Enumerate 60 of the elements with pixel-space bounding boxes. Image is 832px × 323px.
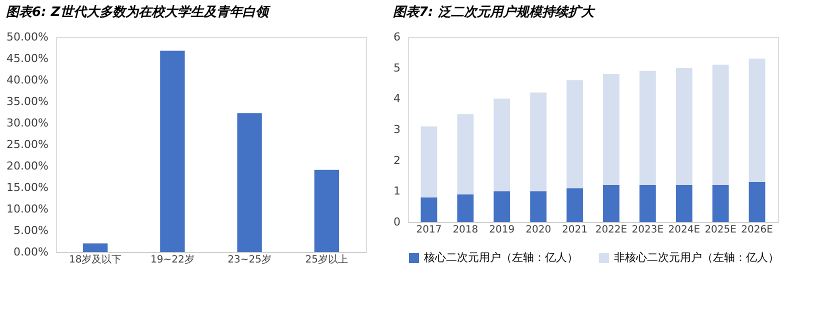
legend-label: 核心二次元用户（左轴：亿人）: [423, 251, 578, 264]
bar: [314, 170, 340, 252]
x-tick-label: 2019: [489, 224, 515, 236]
y-tick-label: 4: [394, 92, 400, 106]
x-tick-label: 23~25岁: [228, 254, 272, 266]
y-tick-label: 45.00%: [6, 52, 48, 65]
x-tick-label: 18岁及以下: [68, 254, 122, 266]
bar: [420, 126, 438, 198]
bar: [748, 58, 766, 182]
bar: [160, 50, 185, 252]
x-tick-label: 2024E: [668, 224, 700, 236]
y-tick-label: 0: [394, 216, 400, 228]
bar: [530, 92, 547, 192]
chart-title: 图表7: 泛二次元用户规模持续扩大: [393, 4, 596, 20]
bar: [712, 64, 729, 185]
y-tick-label: 50.00%: [6, 30, 48, 44]
y-tick-label: 30.00%: [6, 116, 48, 130]
bar: [676, 68, 692, 185]
bar: [494, 98, 510, 192]
bar: [457, 194, 474, 222]
y-tick-label: 40.00%: [6, 74, 48, 86]
bar: [530, 191, 547, 222]
y-tick-label: 25.00%: [6, 138, 48, 151]
legend-label: 非核心二次元用户（左轴：亿人）: [614, 251, 779, 264]
x-tick-label: 2026E: [741, 224, 773, 236]
bar: [566, 80, 583, 188]
y-tick-label: 15.00%: [6, 181, 48, 194]
bar: [237, 113, 262, 252]
bar: [82, 243, 108, 252]
bar: [639, 185, 656, 222]
y-tick-label: 2: [394, 154, 400, 167]
bar: [603, 74, 620, 185]
bar: [420, 197, 438, 222]
y-tick-label: 6: [394, 30, 400, 44]
y-tick-label: 5: [394, 61, 400, 74]
y-tick-label: 0.00%: [14, 246, 48, 258]
x-tick-label: 2017: [416, 224, 442, 236]
bar: [603, 185, 620, 222]
bar: [457, 114, 474, 194]
x-tick-label: 19~22岁: [150, 254, 194, 266]
x-tick-label: 2023E: [632, 224, 664, 236]
x-tick-label: 2018: [452, 224, 478, 236]
bar: [676, 185, 692, 222]
bar: [639, 70, 656, 185]
bar: [494, 191, 510, 222]
x-tick-label: 2020: [526, 224, 552, 236]
bar: [566, 188, 583, 222]
x-tick-label: 2025E: [704, 224, 736, 236]
x-tick-label: 2022E: [595, 224, 628, 236]
y-tick-label: 35.00%: [6, 95, 48, 108]
chart-title: 图表6: Z世代大多数为在校大学生及青年白领: [6, 4, 272, 20]
x-tick-label: 25岁以上: [305, 254, 348, 266]
bar: [712, 185, 729, 222]
y-tick-label: 1: [394, 184, 400, 198]
y-tick-label: 20.00%: [6, 160, 48, 172]
y-tick-label: 3: [394, 123, 400, 136]
y-tick-label: 5.00%: [14, 224, 48, 237]
bar: [748, 182, 766, 222]
y-tick-label: 10.00%: [6, 202, 48, 216]
x-tick-label: 2021: [562, 224, 588, 236]
